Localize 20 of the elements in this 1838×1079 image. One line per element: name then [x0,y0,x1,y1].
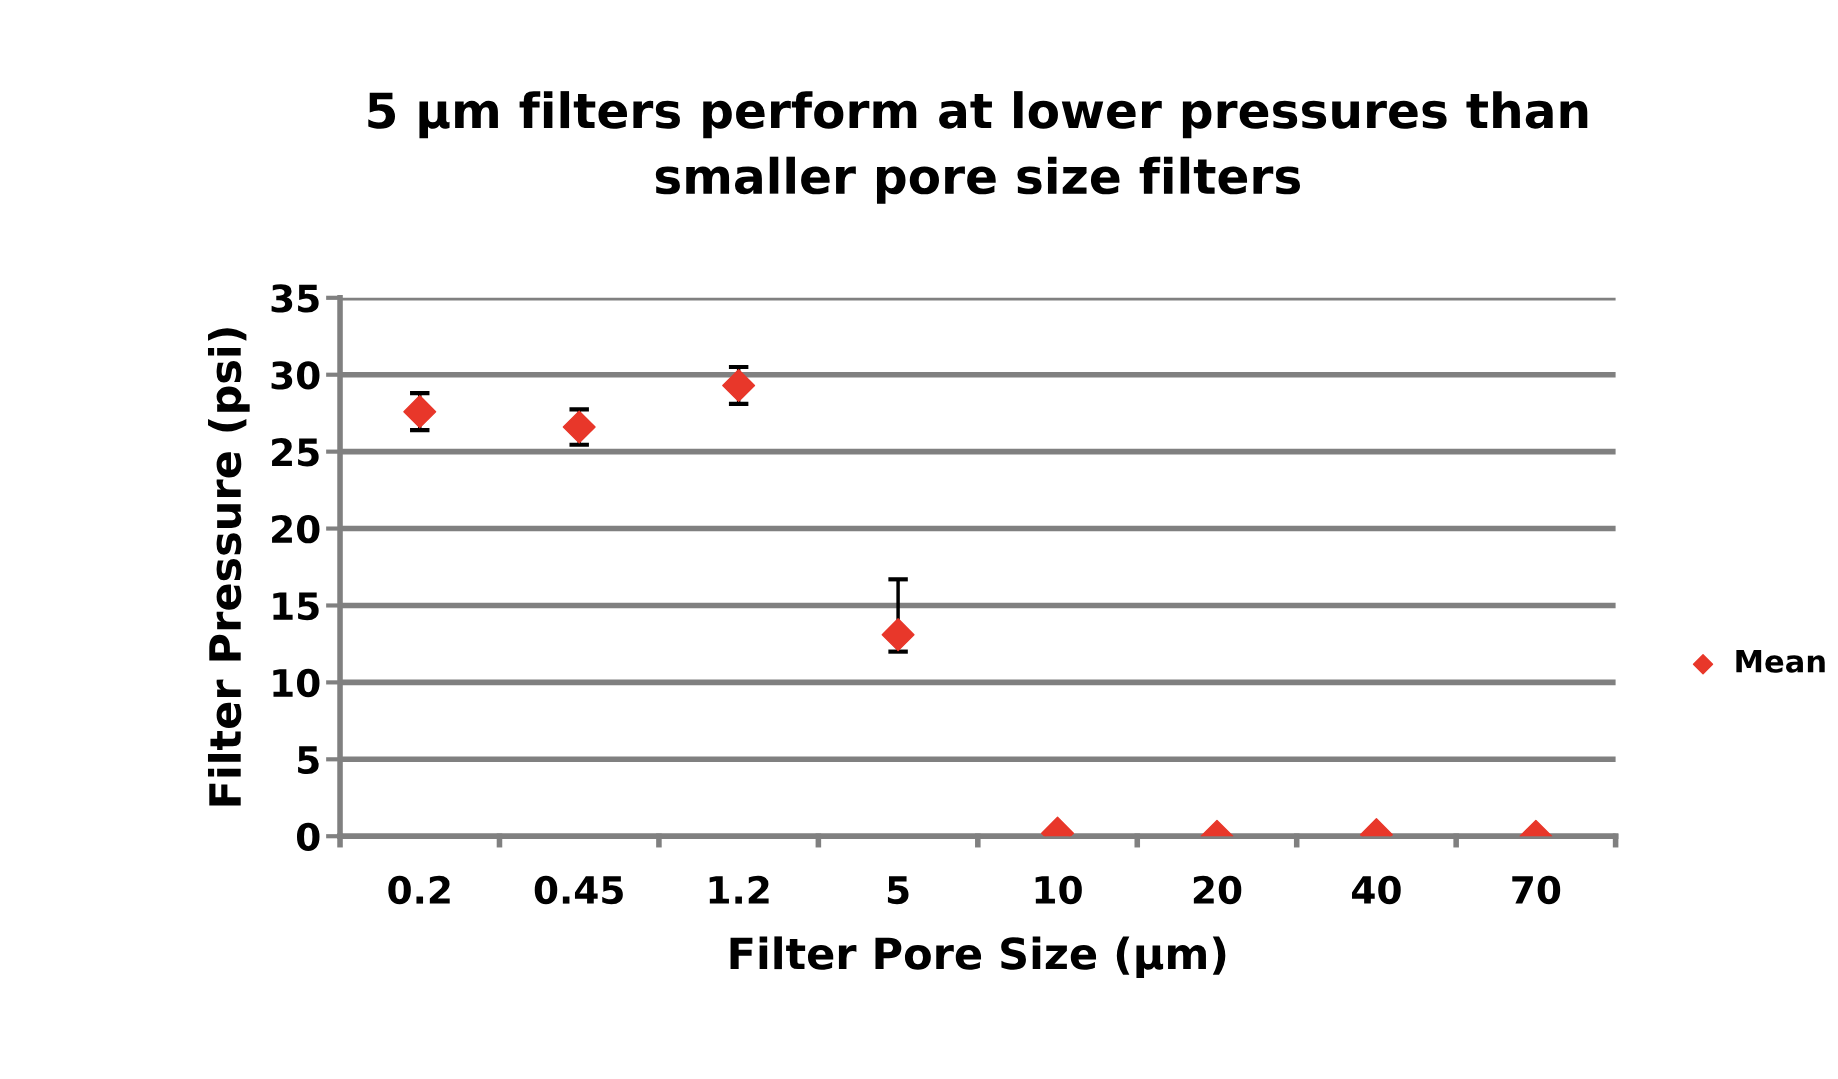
y-tick-label: 20 [272,514,320,544]
x-axis-title: Filter Pore Size (µm) [730,936,1226,979]
y-tick-label: 5 [298,746,319,775]
chart-title: 5 µm filters perform at lower pressures than smaller pore size filters [368,91,1588,204]
y-tick-label: 30 [271,361,320,390]
legend-label: Mean [1736,650,1825,673]
x-tick-label: 0.45 [534,875,623,905]
y-tick-label: 25 [272,438,319,467]
y-tick-label: 10 [273,668,320,698]
y-axis-title: Filter Pressure (psi) [207,328,250,806]
x-tick-label: 70 [1512,875,1561,905]
x-tick-label: 40 [1352,875,1401,905]
x-tick-label: 1.2 [709,875,769,904]
x-tick-label: 20 [1193,875,1242,905]
x-tick-label: 0.2 [388,875,450,905]
y-tick-label: 35 [271,284,319,313]
x-tick-label: 10 [1035,875,1082,905]
x-tick-label: 5 [887,876,909,905]
y-tick-label: 0 [296,822,320,852]
y-tick-label: 15 [273,592,319,621]
